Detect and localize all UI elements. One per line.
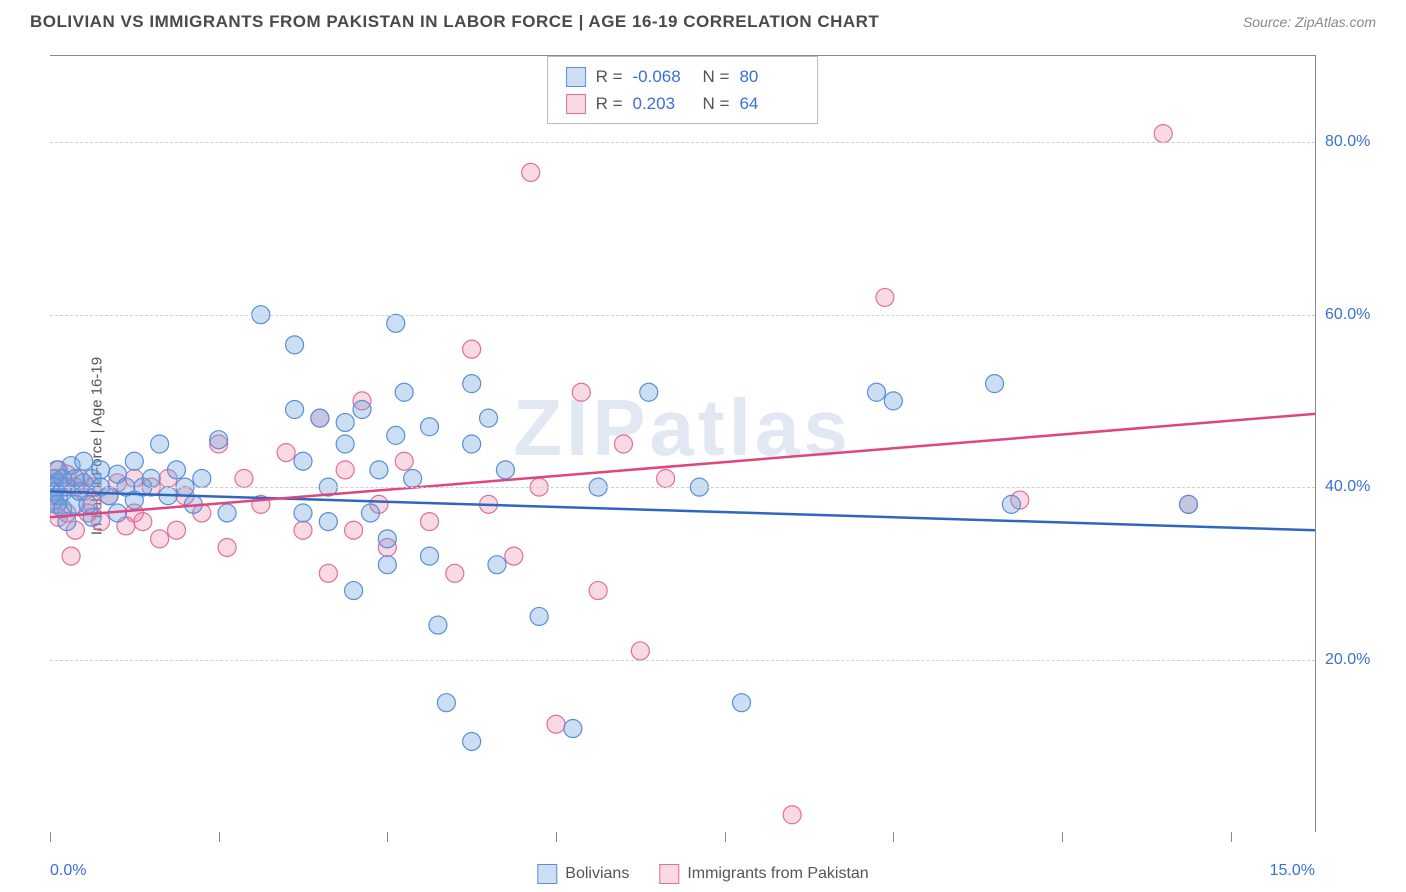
header: BOLIVIAN VS IMMIGRANTS FROM PAKISTAN IN … (0, 0, 1406, 40)
bottom-legend: Bolivians Immigrants from Pakistan (537, 864, 868, 884)
y-tick-label: 20.0% (1325, 651, 1385, 669)
r-value-blue: -0.068 (633, 63, 693, 90)
scatter-plot (50, 56, 1315, 832)
y-tick-label: 80.0% (1325, 133, 1385, 151)
r-label: R = (596, 63, 623, 90)
swatch-pink-icon (659, 864, 679, 884)
r-label: R = (596, 90, 623, 117)
chart-title: BOLIVIAN VS IMMIGRANTS FROM PAKISTAN IN … (30, 12, 879, 32)
legend-item-pink: Immigrants from Pakistan (659, 864, 868, 884)
stats-row-blue: R = -0.068 N = 80 (566, 63, 800, 90)
swatch-pink-icon (566, 94, 586, 114)
legend-label-pink: Immigrants from Pakistan (687, 865, 868, 883)
y-tick-label: 40.0% (1325, 478, 1385, 496)
n-value-blue: 80 (739, 63, 799, 90)
source-label: Source: ZipAtlas.com (1243, 14, 1376, 30)
swatch-blue-icon (537, 864, 557, 884)
n-value-pink: 64 (739, 90, 799, 117)
x-label-left: 0.0% (50, 862, 86, 880)
legend-label-blue: Bolivians (565, 865, 629, 883)
chart-area: ZIPatlas R = -0.068 N = 80 R = 0.203 N =… (50, 55, 1316, 832)
n-label: N = (703, 90, 730, 117)
stats-row-pink: R = 0.203 N = 64 (566, 90, 800, 117)
swatch-blue-icon (566, 67, 586, 87)
legend-item-blue: Bolivians (537, 864, 629, 884)
y-tick-label: 60.0% (1325, 306, 1385, 324)
r-value-pink: 0.203 (633, 90, 693, 117)
stats-legend: R = -0.068 N = 80 R = 0.203 N = 64 (547, 56, 819, 124)
n-label: N = (703, 63, 730, 90)
x-label-right: 15.0% (1270, 862, 1315, 880)
